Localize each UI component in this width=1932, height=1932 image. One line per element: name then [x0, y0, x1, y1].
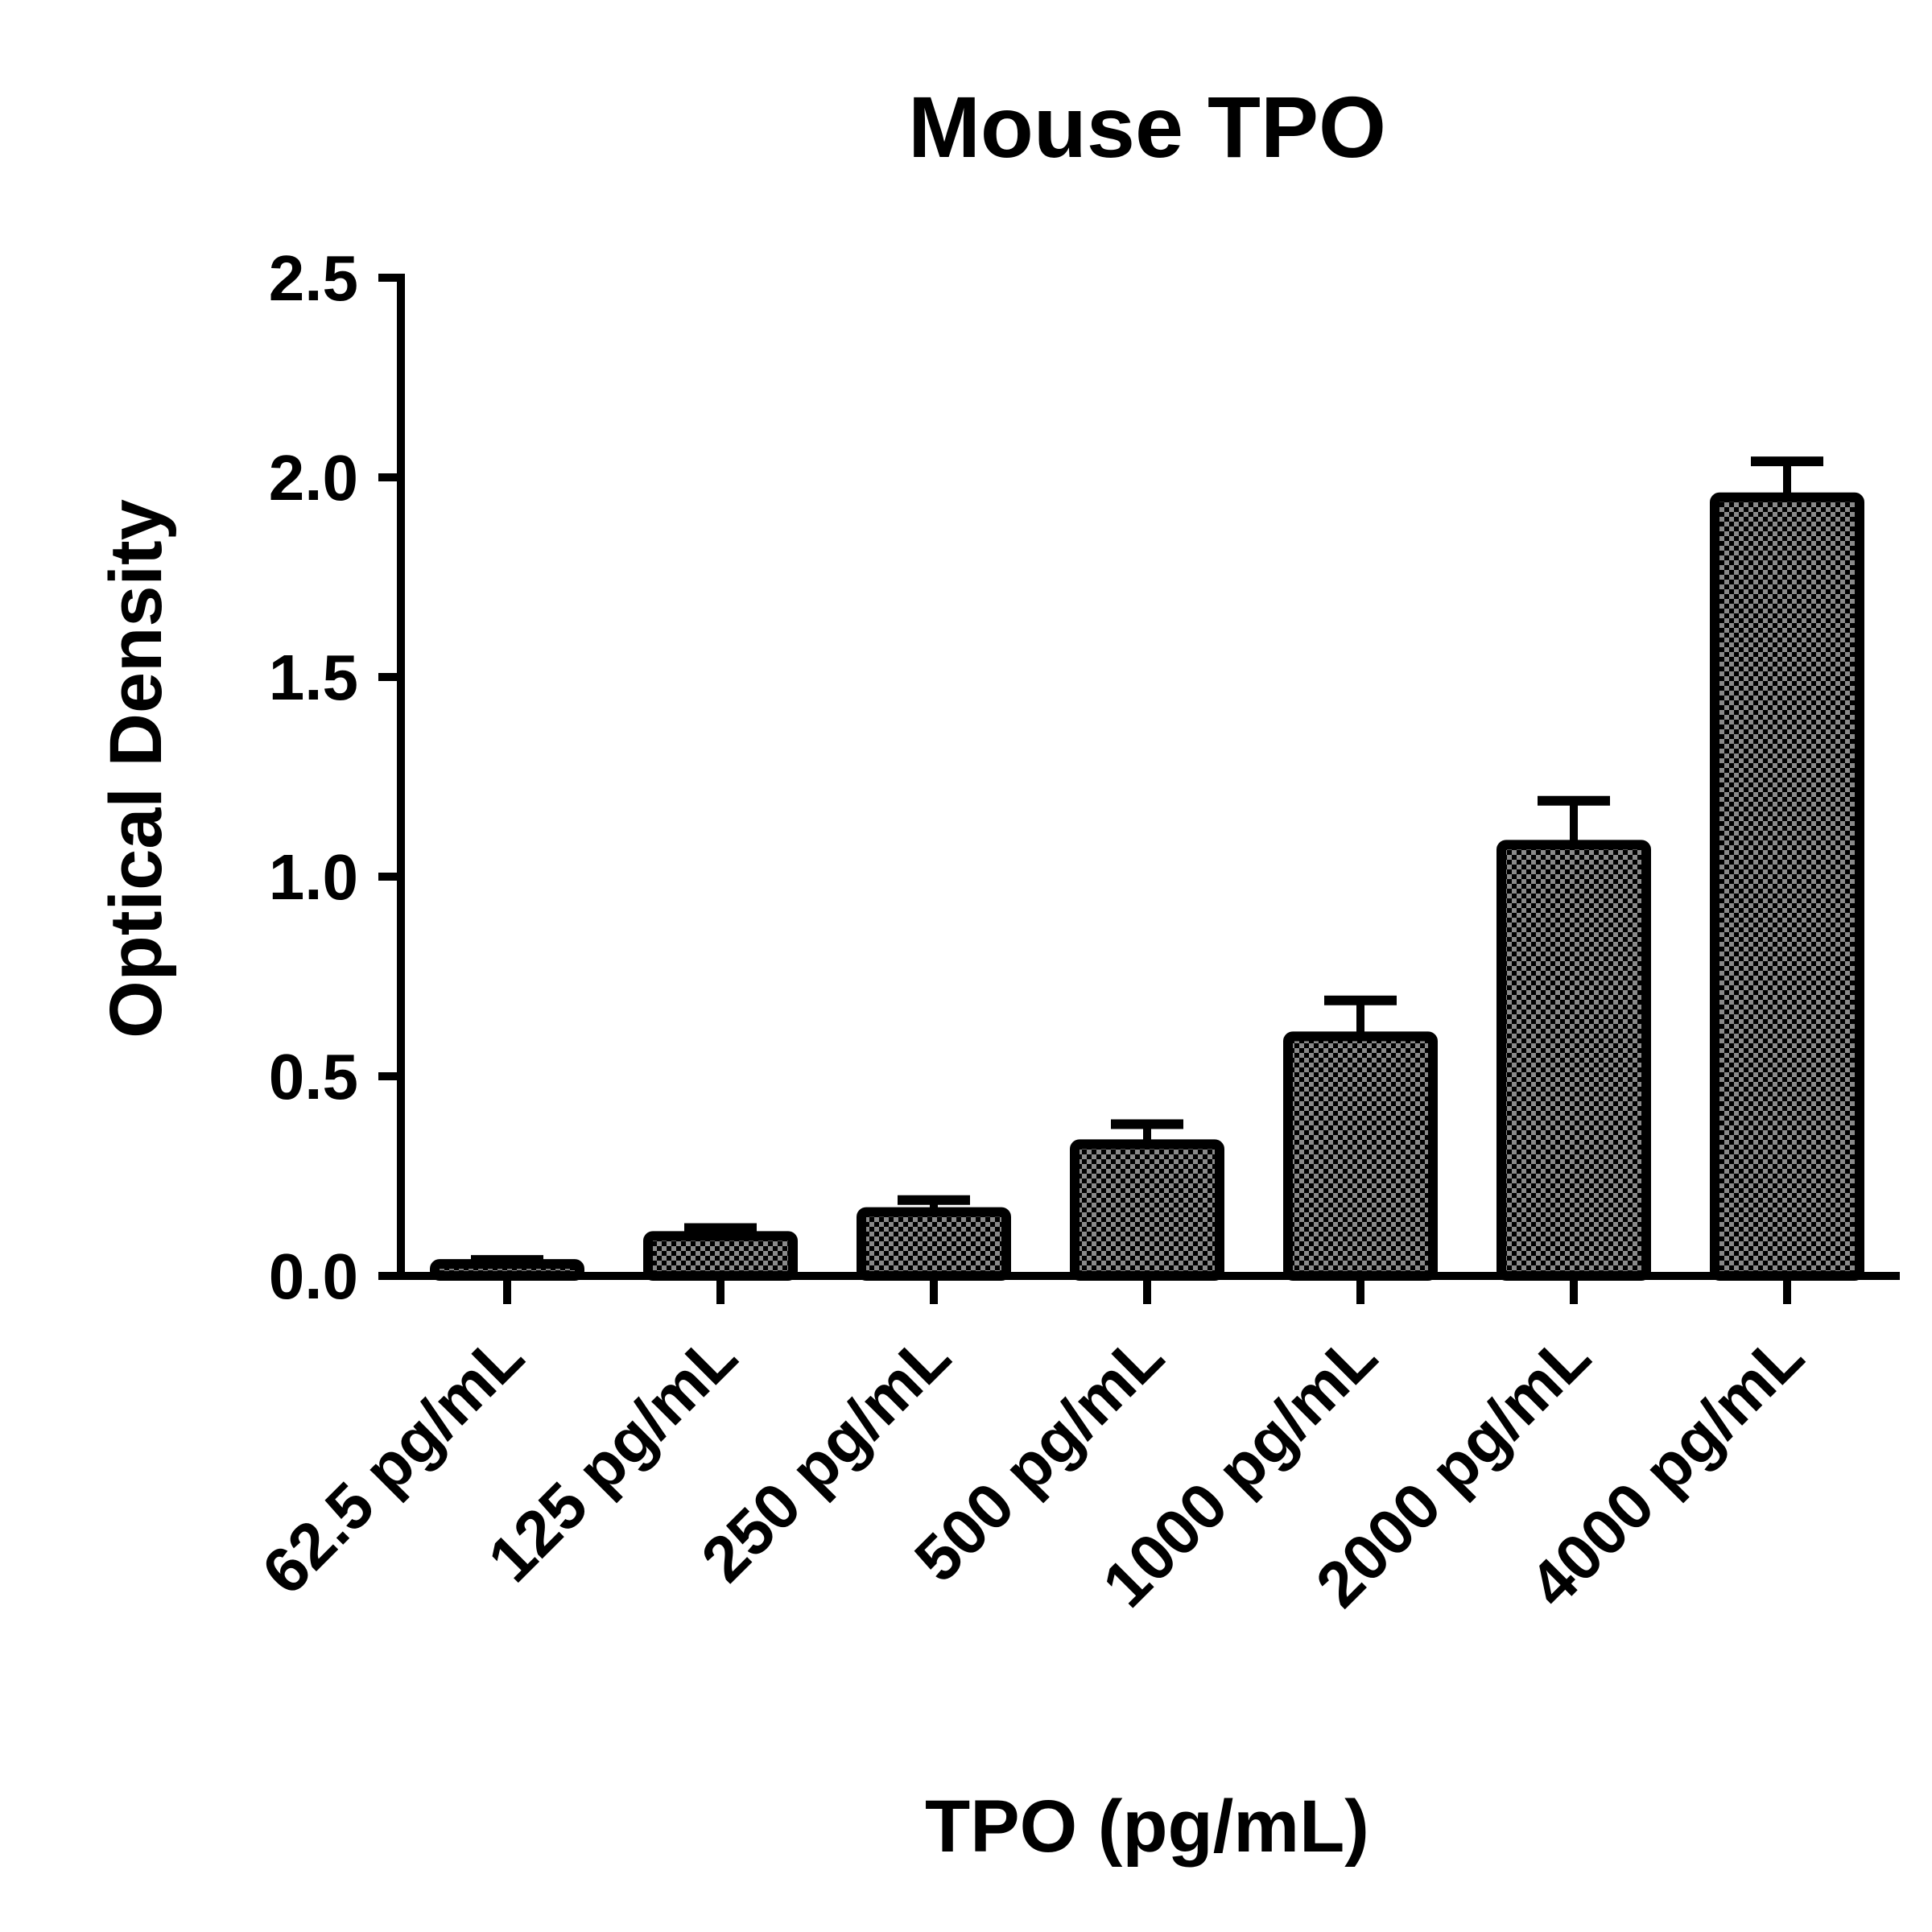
bars-group: [430, 492, 1864, 1282]
x-axis-label: TPO (pg/mL): [925, 1785, 1369, 1868]
bar: [1496, 840, 1651, 1281]
chart-title: Mouse TPO: [908, 78, 1386, 175]
y-tick-label: 0.0: [269, 1241, 358, 1312]
y-tick-label: 1.0: [269, 841, 358, 913]
y-tick-label: 2.0: [269, 442, 358, 514]
y-tick-label: 1.5: [269, 642, 358, 713]
bar: [1070, 1139, 1224, 1281]
bar: [857, 1207, 1011, 1282]
y-axis-ticks: 0.0 0.5 1.0 1.5 2.0 2.5: [269, 242, 401, 1312]
bar: [1283, 1031, 1438, 1282]
bar: [643, 1231, 798, 1282]
error-bars-group: [471, 456, 1823, 1265]
bar: [1710, 492, 1864, 1281]
y-tick-label: 0.5: [269, 1041, 358, 1113]
y-axis-label: Optical Density: [95, 499, 177, 1038]
y-tick-label: 2.5: [269, 242, 358, 314]
